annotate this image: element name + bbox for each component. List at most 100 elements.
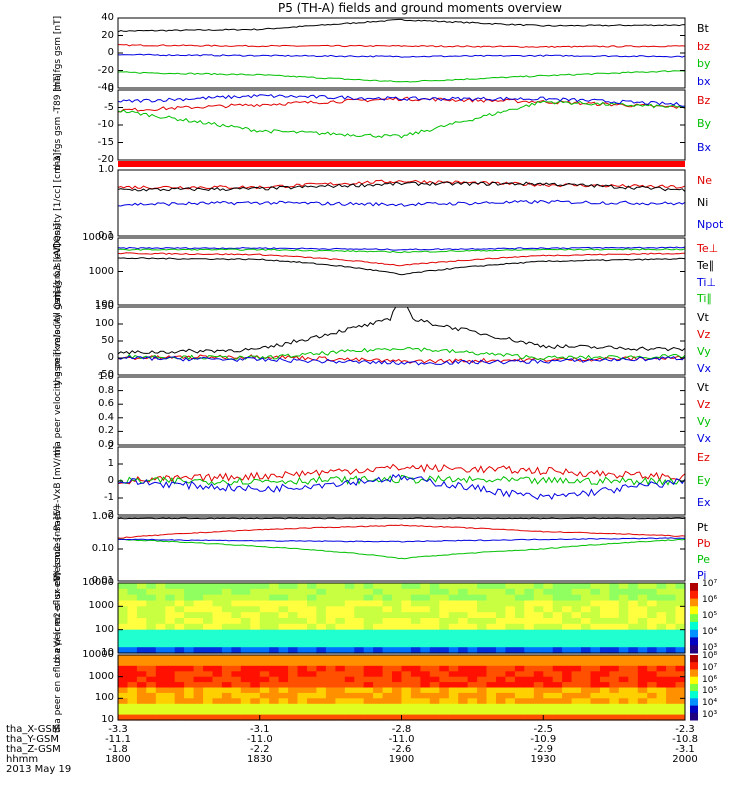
spectro-cell [259,709,270,716]
spectro-cell [429,676,440,683]
spectro-cell [401,612,412,619]
spectro-cell [203,698,214,705]
spectro-cell [146,612,157,619]
spectro-cell [467,583,478,590]
colorbar-swatch [690,676,698,685]
spectro-cell [609,698,620,705]
y-tick-label: -5 [104,101,114,113]
spectro-cell [581,606,591,613]
spectro-cell [316,606,327,613]
spectro-cell [666,612,677,619]
spectro-cell [155,676,166,683]
spectro-cell [590,600,601,607]
spectro-cell [467,698,478,705]
spectro-cell [250,687,261,694]
spectro-cell [439,588,450,596]
spectro-cell [203,588,214,596]
spectro-cell [307,682,317,689]
spectro-cell [477,687,488,694]
spectro-cell [165,698,176,705]
spectro-cell [514,641,525,648]
spectro-cell [136,612,147,619]
spectro-cell [231,600,242,607]
spectro-cell [429,714,440,721]
spectro-cell [467,635,478,642]
spectro-cell [269,676,280,683]
spectro-cell [136,618,147,625]
spectro-cell [581,588,591,596]
spectro-cell [174,606,185,613]
spectro-cell [288,635,299,642]
spectro-cell [628,647,639,654]
spectro-cell [524,612,535,619]
spectro-cell [458,692,469,699]
legend-by: By [697,117,712,131]
spectro-cell [203,600,214,607]
spectro-cell [467,682,478,689]
spectro-cell [666,606,677,613]
spectro-cell [269,709,280,716]
spectro-cell [486,588,497,596]
spectro-cell [307,635,317,642]
spectro-cell [505,647,516,654]
spectro-cell [675,583,686,590]
spectro-cell [269,692,280,699]
spectro-cell [410,600,421,607]
spectro-cell [165,714,176,721]
spectro-cell [458,623,469,631]
spectro-cell [184,606,195,613]
spectro-cell [401,682,412,689]
spectro-cell [533,698,544,705]
spectro-cell [136,665,147,672]
spectro-cell [533,641,544,648]
spectro-cell [571,655,582,661]
spectro-cell [581,687,591,694]
colorbar-label: 10⁵ [702,611,718,621]
spectro-cell [486,703,497,710]
spectro-cell [600,687,610,694]
spectro-cell [325,583,336,590]
spectro-cell [429,687,440,694]
panel-frame-1 [117,17,686,89]
spectro-cell [363,660,374,667]
spectro-cell [628,629,639,637]
spectro-cell [382,671,393,678]
spectro-cell [146,698,157,705]
spectro-cell [240,698,251,705]
spectro-cell [363,635,374,642]
spectro-cell [212,698,223,705]
legend-vy: Vy [697,345,711,358]
spectro-cell [458,600,469,607]
spectro-cell [316,635,327,642]
spectro-cell [363,623,374,631]
spectro-cell [259,692,270,699]
y-tick-label: 10 [101,714,114,725]
spectro-cell [477,635,488,642]
y-tick-label: 0.01 [91,575,114,586]
spectro-cell [562,709,573,716]
spectro-cell [448,671,459,678]
spectro-cell [288,641,299,648]
spectro-cell [524,629,535,637]
spectro-cell [543,687,554,694]
spectro-cell [165,641,176,648]
spectro-cell [496,629,506,637]
spectro-cell [410,655,421,661]
spectro-cell [127,635,138,642]
spectro-cell [666,655,677,661]
spectro-cell [429,629,440,637]
spectro-cell [165,629,176,637]
spectro-cell [259,665,270,672]
spectro-cell [155,623,166,631]
spectro-cell [325,594,336,602]
spectro-cell [146,623,157,631]
spectro-cell [325,698,336,705]
spectro-cell [514,629,525,637]
spectro-cell [212,641,223,648]
spectro-cell [184,623,195,631]
spectro-cell [666,687,677,694]
spectro-cell [666,629,677,637]
spectro-cell [571,709,582,716]
spectro-cell [363,583,374,590]
spectro-cell [618,703,629,710]
